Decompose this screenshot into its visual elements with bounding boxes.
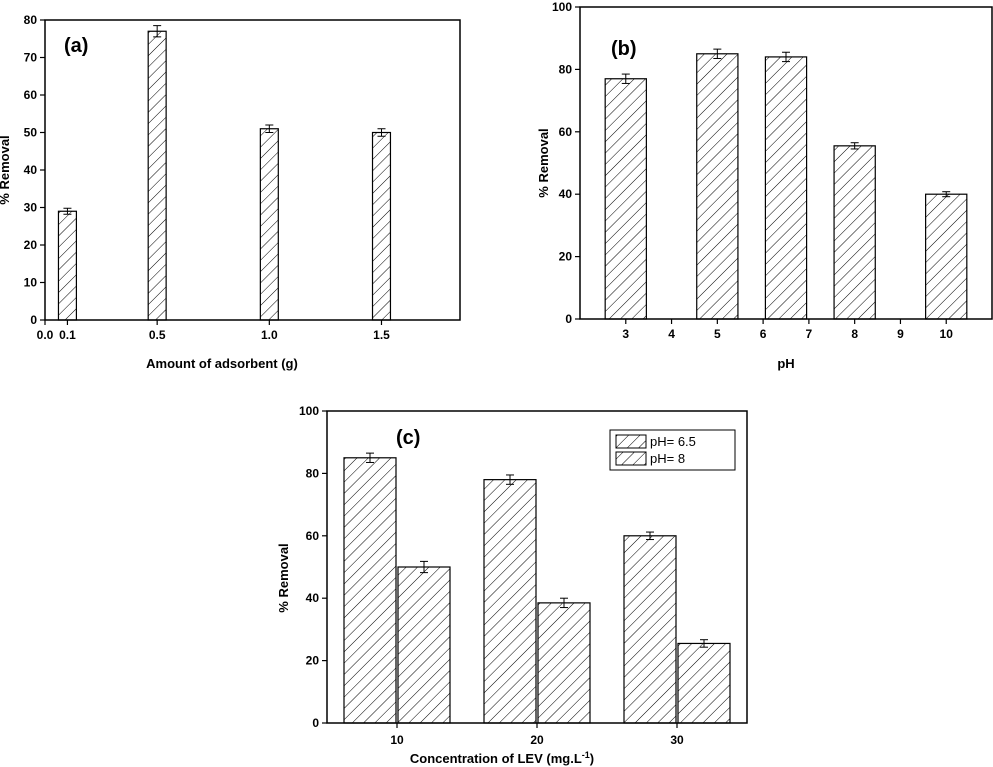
y-tick-label: 20 — [306, 654, 320, 668]
bars — [604, 48, 968, 320]
bar — [696, 53, 739, 320]
bar — [604, 78, 647, 320]
panel-label: (a) — [64, 35, 88, 57]
y-axis-label: % Removal — [0, 135, 12, 204]
y-tick-label: 60 — [559, 125, 573, 139]
x-tick-label: 10 — [390, 733, 404, 747]
bar — [677, 642, 731, 724]
y-tick-label: 50 — [24, 126, 38, 140]
bar — [764, 56, 808, 320]
error-bar — [153, 25, 162, 38]
x-tick-label: 3 — [622, 327, 629, 341]
bar — [343, 457, 397, 724]
panel-c: (c) 0 20 40 60 80 100 10 20 30 pH= 6.5 pH= 8 Con… — [276, 404, 748, 766]
y-tick-label: 80 — [306, 466, 320, 480]
x-tick-label: 6 — [760, 327, 767, 341]
error-bar — [942, 191, 951, 198]
y-tick-label: 0 — [565, 312, 572, 326]
y-tick-label: 30 — [24, 201, 38, 215]
y-axis-label: % Removal — [536, 128, 551, 197]
y-tick-label: 40 — [306, 591, 320, 605]
x-tick-label: 0.5 — [149, 328, 166, 342]
error-bar — [366, 452, 374, 463]
y-axis-ticks: 0 10 20 30 40 50 60 70 80 — [24, 13, 45, 327]
x-tick-label: 20 — [530, 733, 544, 747]
legend-swatch — [615, 434, 647, 449]
y-tick-label: 10 — [24, 276, 38, 290]
y-tick-label: 100 — [299, 404, 319, 418]
x-axis-ticks: 0.0 0.1 0.5 1.0 1.5 — [37, 320, 390, 342]
panel-b: (b) 0 20 40 60 80 100 3 4 5 6 7 8 9 10 pH % Removal — [536, 0, 993, 371]
x-tick-label: 8 — [851, 327, 858, 341]
bar — [259, 128, 279, 321]
x-tick-label: 0.0 — [37, 328, 54, 342]
bar — [925, 193, 968, 320]
x-axis-label: Concentration of LEV (mg.L-1) — [410, 750, 594, 766]
y-tick-label: 80 — [559, 62, 573, 76]
error-bar — [506, 474, 514, 485]
y-tick-label: 0 — [312, 716, 319, 730]
x-tick-label: 9 — [897, 327, 904, 341]
legend: pH= 6.5 pH= 8 — [609, 429, 736, 471]
error-bar — [713, 48, 722, 59]
x-axis-label: Amount of adsorbent (g) — [146, 356, 298, 371]
x-axis-label: pH — [777, 356, 794, 371]
error-bar — [420, 560, 428, 574]
error-bar — [621, 73, 630, 84]
x-tick-label: 1.5 — [373, 328, 390, 342]
x-axis-ticks: 3 4 5 6 7 8 9 10 — [622, 319, 953, 341]
bar — [537, 602, 591, 724]
y-tick-label: 20 — [559, 250, 573, 264]
x-axis-ticks: 10 20 30 — [390, 723, 684, 747]
legend-entry: pH= 8 — [650, 451, 685, 466]
x-tick-label: 4 — [668, 327, 675, 341]
y-tick-label: 40 — [559, 187, 573, 201]
y-axis-label: % Removal — [276, 543, 291, 612]
x-tick-label: 7 — [806, 327, 813, 341]
error-bar — [560, 597, 568, 609]
bar — [147, 30, 167, 321]
bars — [57, 25, 392, 321]
legend-entry: pH= 6.5 — [650, 434, 696, 449]
y-tick-label: 100 — [552, 0, 572, 14]
x-tick-label: 10 — [940, 327, 954, 341]
plot-frame — [44, 19, 461, 321]
y-tick-label: 60 — [24, 88, 38, 102]
panel-label: (c) — [396, 427, 420, 449]
y-tick-label: 20 — [24, 238, 38, 252]
bar — [833, 145, 876, 320]
x-tick-label: 0.1 — [59, 328, 76, 342]
error-bar — [646, 531, 654, 541]
y-axis-ticks: 0 20 40 60 80 100 — [299, 404, 327, 730]
bar — [397, 566, 451, 724]
x-tick-label: 30 — [670, 733, 684, 747]
panel-label: (b) — [611, 38, 637, 60]
error-bar — [850, 142, 859, 150]
error-bar — [265, 124, 274, 133]
bar — [57, 210, 78, 321]
y-axis-ticks: 0 20 40 60 80 100 — [552, 0, 580, 326]
error-bar — [700, 639, 708, 648]
y-tick-label: 40 — [24, 163, 38, 177]
panel-a: (a) 0 10 20 30 40 50 60 70 80 0.0 0.1 0.5 1.0 1.5 Am… — [0, 13, 461, 371]
legend-swatch — [615, 451, 647, 466]
y-tick-label: 80 — [24, 13, 38, 27]
error-bar — [63, 207, 72, 215]
bars — [343, 452, 731, 724]
x-tick-label: 5 — [714, 327, 721, 341]
bar — [623, 535, 677, 724]
bar — [371, 131, 392, 321]
y-tick-label: 70 — [24, 51, 38, 65]
error-bar — [377, 128, 386, 137]
x-tick-label: 1.0 — [261, 328, 278, 342]
bar — [483, 479, 537, 724]
error-bar — [782, 51, 790, 63]
y-tick-label: 60 — [306, 529, 320, 543]
y-tick-label: 0 — [30, 313, 37, 327]
